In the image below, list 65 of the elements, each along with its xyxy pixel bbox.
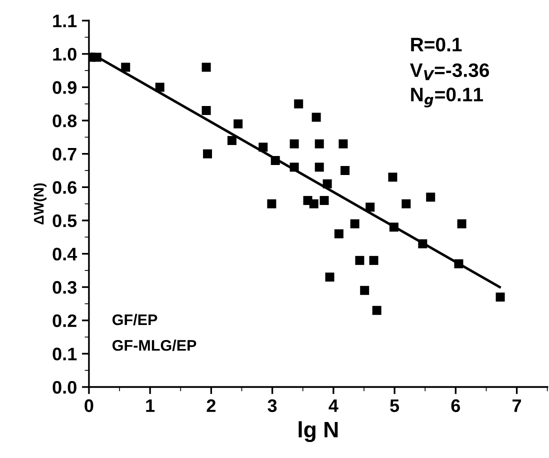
- x-tick-label: 5: [390, 399, 400, 412]
- x-tick-label: 4: [328, 399, 338, 412]
- annotation: GF-MLG/EP: [112, 340, 196, 351]
- point: [325, 272, 334, 282]
- point: [340, 166, 350, 175]
- point: [314, 139, 324, 148]
- point: [267, 199, 276, 208]
- y-tick-label: 0.3: [52, 281, 76, 294]
- point: [388, 172, 398, 182]
- point: [350, 219, 360, 228]
- point: [290, 139, 299, 148]
- y-tick-label: 1.0: [53, 48, 76, 61]
- annotation: GF/EP: [112, 314, 158, 326]
- point: [314, 162, 324, 172]
- x-tick-label: 1: [146, 399, 155, 412]
- point: [355, 256, 364, 265]
- point: [92, 52, 102, 62]
- y-tick-label: 0.0: [52, 380, 76, 394]
- point: [369, 256, 378, 265]
- point: [389, 222, 398, 232]
- point: [121, 62, 130, 72]
- y-tick-label: 0.5: [52, 214, 77, 228]
- x-tick-label: 0: [84, 399, 94, 412]
- annotation: R=0.1: [411, 38, 462, 52]
- y-tick-label: 0.7: [52, 148, 76, 161]
- point: [320, 196, 329, 205]
- annotation: N$_{g}$=0.11: [411, 88, 483, 108]
- point: [496, 292, 505, 302]
- point: [309, 199, 318, 208]
- point: [203, 149, 212, 158]
- point: [202, 106, 211, 116]
- y-tick-label: 0.9: [52, 81, 76, 94]
- point: [322, 179, 332, 188]
- y-tick-label: 0.2: [52, 314, 76, 328]
- point: [360, 286, 370, 295]
- annotation: V$_{V}$=-3.36: [410, 63, 490, 80]
- y-tick-label: 0.8: [52, 114, 77, 128]
- y-tick-label: 0.6: [52, 181, 76, 194]
- point: [155, 82, 164, 92]
- point: [426, 192, 436, 202]
- point: [258, 142, 268, 152]
- point: [454, 259, 464, 268]
- point: [290, 162, 299, 172]
- y-axis-title: ΔW(N): [34, 183, 46, 224]
- x-tick-label: 2: [206, 399, 216, 412]
- point: [234, 119, 243, 128]
- x-axis-title: lg N: [298, 421, 338, 442]
- point: [294, 99, 304, 108]
- point: [312, 112, 321, 122]
- point: [202, 62, 211, 72]
- point: [270, 156, 280, 166]
- y-tick-label: 0.4: [52, 248, 78, 260]
- point: [457, 219, 466, 228]
- x-tick-label: 6: [451, 399, 460, 412]
- x-tick-label: 3: [268, 399, 277, 412]
- point: [338, 139, 348, 148]
- y-tick-label: 0.1: [52, 348, 77, 360]
- y-tick-label: 1.1: [53, 14, 77, 28]
- point: [227, 136, 236, 146]
- point: [418, 239, 428, 248]
- point: [402, 199, 411, 208]
- point: [366, 202, 375, 212]
- point: [334, 229, 344, 238]
- x-tick-label: 7: [512, 399, 522, 412]
- point: [372, 306, 382, 315]
